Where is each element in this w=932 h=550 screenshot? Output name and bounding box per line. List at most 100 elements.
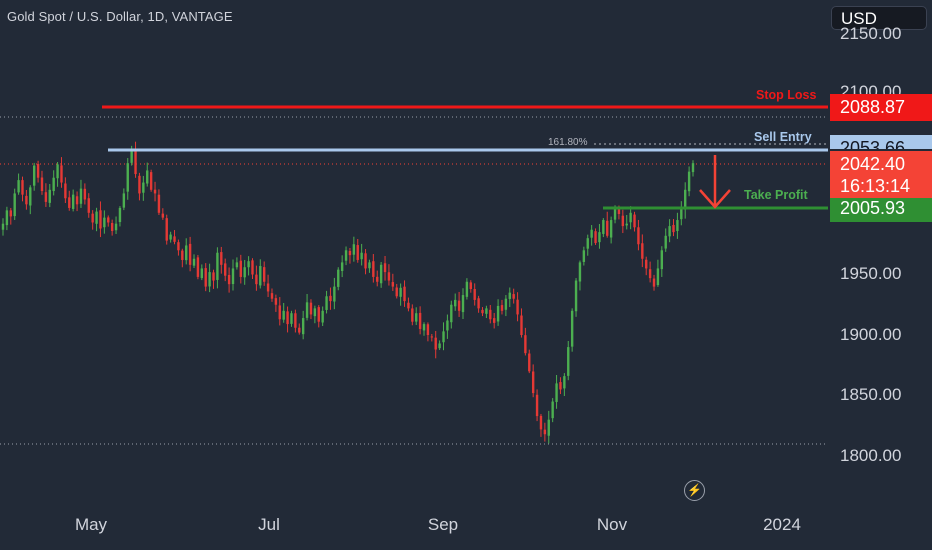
candle: [641, 243, 644, 259]
candle: [138, 175, 141, 194]
candle: [212, 272, 215, 281]
candle: [481, 309, 484, 314]
candle: [282, 310, 285, 320]
candle: [286, 311, 289, 325]
candle: [333, 286, 336, 302]
candle: [625, 223, 628, 226]
candle: [107, 217, 110, 223]
candle: [547, 419, 550, 436]
candles: [1, 141, 695, 444]
candle: [317, 307, 320, 322]
candle: [356, 245, 359, 260]
candle: [524, 335, 527, 354]
candle: [609, 220, 613, 238]
flash-icon[interactable]: ⚡: [684, 480, 705, 501]
candle: [489, 309, 492, 320]
candle: [44, 192, 48, 202]
candle: [422, 324, 426, 331]
candle: [411, 308, 414, 322]
price-axis[interactable]: [828, 0, 932, 550]
candle: [305, 302, 309, 318]
candle: [173, 236, 176, 242]
candle: [617, 208, 621, 214]
candle: [325, 296, 328, 310]
candle: [691, 163, 695, 173]
stop-loss-price-tag: 2088.87: [830, 94, 932, 121]
down-arrow-icon: [699, 155, 731, 209]
candle: [407, 302, 410, 309]
candle: [239, 260, 242, 277]
current-price-tag: 2042.40 16:13:14: [830, 151, 932, 198]
time-axis[interactable]: [0, 505, 828, 550]
candle: [454, 299, 457, 307]
candle: [17, 180, 20, 193]
candle: [496, 305, 500, 322]
candle: [434, 337, 437, 350]
chart-title: Gold Spot / U.S. Dollar, 1D, VANTAGE: [7, 9, 233, 24]
candle: [438, 343, 441, 349]
candle: [36, 163, 40, 178]
candle: [372, 261, 375, 277]
candle: [196, 257, 200, 277]
candle: [266, 283, 270, 292]
candle: [231, 268, 235, 285]
candle: [200, 268, 204, 279]
candle: [461, 295, 465, 313]
y-tick-1800: 1800.00: [840, 446, 902, 465]
candle: [512, 294, 515, 299]
candle: [492, 318, 496, 323]
candle: [48, 189, 51, 203]
candle: [446, 320, 449, 331]
candle: [465, 281, 469, 297]
sell-entry-price-tag: 2053.66: [830, 135, 932, 149]
candle: [391, 282, 395, 287]
currency-selector[interactable]: USD: [831, 6, 927, 30]
candle: [415, 313, 418, 322]
candle: [621, 215, 625, 227]
fib-level-label: 161.80%: [548, 137, 588, 148]
candle: [516, 299, 519, 315]
x-tick-may: May: [74, 515, 108, 534]
candle: [664, 235, 667, 249]
y-tick-1900: 1900.00: [840, 325, 902, 344]
candle: [52, 177, 55, 192]
candle: [181, 250, 184, 260]
candle: [473, 289, 476, 300]
candle: [146, 170, 149, 184]
candle: [208, 272, 211, 287]
candle: [274, 298, 278, 305]
candle: [9, 210, 12, 217]
candle: [590, 229, 593, 238]
candle: [656, 268, 660, 286]
candle: [118, 207, 122, 223]
candle: [21, 180, 24, 195]
candle: [165, 218, 168, 241]
candle: [426, 324, 430, 335]
candle: [660, 250, 664, 270]
candle: [227, 274, 231, 285]
y-tick-2150: 2150.00: [840, 24, 902, 43]
candle: [329, 295, 332, 302]
candle: [56, 164, 59, 179]
candle: [83, 188, 87, 200]
candle: [235, 262, 239, 268]
x-tick-2024: 2024: [763, 515, 801, 534]
candle: [1, 223, 5, 230]
candle: [598, 232, 601, 243]
candle: [298, 327, 301, 333]
candle: [91, 213, 94, 223]
candle: [294, 313, 297, 328]
candle: [535, 394, 539, 417]
candle: [32, 165, 36, 186]
candle: [114, 223, 118, 231]
candle: [543, 429, 547, 435]
candle: [301, 318, 305, 335]
candle: [668, 226, 671, 237]
candle: [457, 300, 461, 311]
candle: [87, 198, 90, 213]
candle: [321, 310, 324, 323]
candle: [270, 293, 274, 299]
candle: [309, 302, 313, 315]
candle: [177, 242, 180, 251]
